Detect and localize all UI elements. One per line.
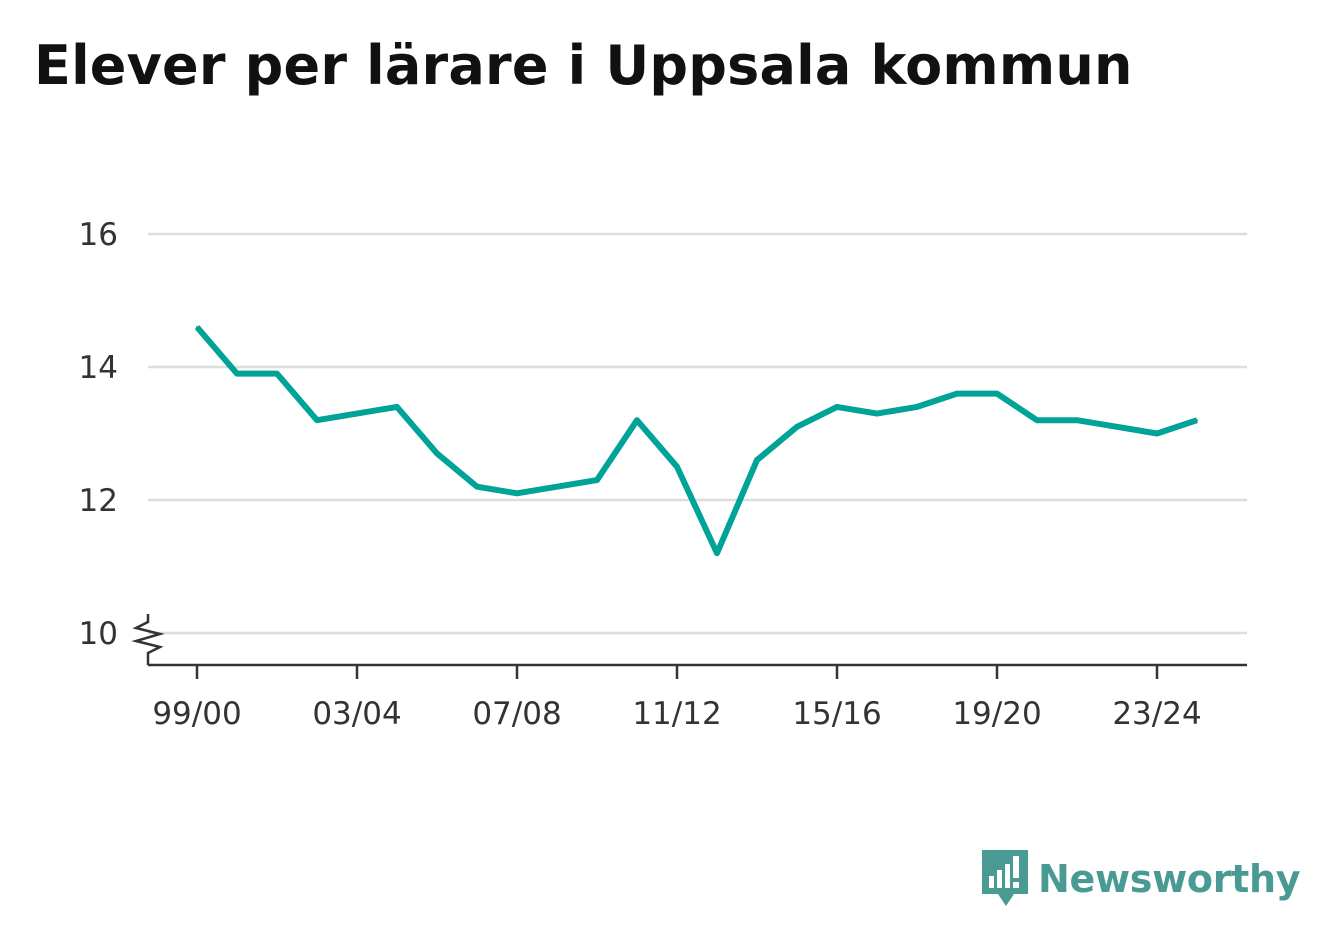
data-point: [276, 372, 278, 375]
data-point: [876, 412, 878, 415]
x-tick-label: 07/08: [472, 696, 561, 732]
data-point: [596, 479, 598, 482]
data-point: [956, 392, 958, 395]
data-point: [676, 465, 678, 468]
chart-title: Elever per lärare i Uppsala kommun: [34, 34, 1133, 97]
data-point: [1196, 419, 1198, 422]
data-point: [1116, 425, 1118, 428]
data-point: [836, 405, 838, 408]
data-point: [316, 419, 318, 422]
data-point: [1036, 419, 1038, 422]
series-group: [194, 325, 1198, 557]
x-tick-label: 15/16: [792, 696, 881, 732]
x-tick-label: 11/12: [632, 696, 721, 732]
data-point: [996, 392, 998, 395]
data-point: [916, 405, 918, 408]
data-point: [1076, 419, 1078, 422]
x-axis: [131, 614, 1247, 679]
brand-name: Newsworthy: [1038, 857, 1301, 901]
data-point: [476, 485, 478, 488]
data-point: [196, 326, 198, 329]
gridlines: [148, 232, 1247, 635]
data-point: [396, 405, 398, 408]
data-point: [236, 372, 238, 375]
data-point: [756, 459, 758, 462]
y-tick-label: 12: [79, 483, 118, 519]
data-point: [356, 412, 358, 415]
data-point: [716, 552, 718, 555]
x-tick-label: 99/00: [152, 696, 241, 732]
x-tick-label: 23/24: [1112, 696, 1201, 732]
x-axis-tick-labels: 99/00 03/04 07/08 11/12 15/16 19/20 23/24: [152, 696, 1201, 732]
data-point: [556, 485, 558, 488]
x-tick-label: 19/20: [952, 696, 1041, 732]
newsworthy-logo-icon: [982, 850, 1028, 906]
data-point: [516, 492, 518, 495]
brand-logo: Newsworthy: [980, 848, 1301, 910]
x-tick-label: 03/04: [312, 696, 401, 732]
data-point: [796, 425, 798, 428]
y-axis-break-icon: [131, 614, 165, 665]
data-point: [436, 452, 438, 455]
data-point: [1156, 432, 1158, 435]
data-point: [636, 419, 638, 422]
y-tick-label: 14: [79, 350, 118, 386]
y-axis-tick-labels: 16 14 12 10: [79, 217, 118, 652]
series-line: [194, 325, 1198, 557]
y-tick-label: 10: [79, 616, 118, 652]
y-tick-label: 16: [79, 217, 118, 253]
